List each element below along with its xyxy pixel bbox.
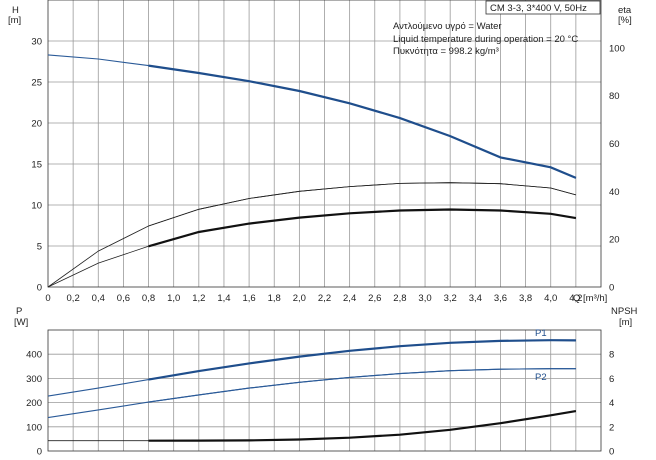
top-x-tick-labels: 0 0,2 0,4 0,6 0,8 1,0 1,2 1,4 1,6 1,8 2,0 2,2 2,4 2,6… <box>45 293 582 304</box>
top-right-tick-label: 100 <box>609 43 625 54</box>
bottom-left-tick-label: 200 <box>26 398 42 409</box>
bottom-left-axis-title-line2: [W] <box>14 317 28 328</box>
top-series-2-operating <box>148 208 577 248</box>
bottom-right-tick-label: 2 <box>609 422 614 433</box>
bottom-right-tick-label: 6 <box>609 374 614 385</box>
top-right-tick-label: 0 <box>609 283 614 294</box>
x-tick-label: 2,8 <box>393 293 406 304</box>
x-tick-label: 1,0 <box>167 293 180 304</box>
top-series-1-line <box>47 182 577 288</box>
bottom-plot-frame <box>47 329 602 452</box>
bottom-right-tick-label: 4 <box>609 398 614 409</box>
top-left-tick-label: 15 <box>31 160 42 171</box>
top-series-2-line <box>47 209 576 288</box>
x-tick-label: 1,6 <box>242 293 255 304</box>
bottom-right-tick-labels: 0 2 4 6 8 <box>609 350 614 458</box>
bottom-right-axis-title-line2: [m] <box>619 317 632 328</box>
top-series-0-operating <box>148 64 577 179</box>
bottom-plot-grid <box>48 330 601 451</box>
x-tick-label: 3,4 <box>469 293 482 304</box>
top-left-tick-label: 10 <box>31 201 42 212</box>
top-plot-frame <box>47 0 602 288</box>
x-axis-label: Q [m³/h] <box>573 293 607 304</box>
x-tick-label: 1,2 <box>192 293 205 304</box>
top-right-tick-label: 40 <box>609 187 620 198</box>
x-tick-label: 0,6 <box>117 293 130 304</box>
bottom-right-tick-label: 8 <box>609 350 614 361</box>
x-tick-label: 2,0 <box>293 293 306 304</box>
top-right-tick-label: 60 <box>609 139 620 150</box>
note-fluid: Αντλούμενο υγρό = Water <box>393 21 502 32</box>
x-tick-label: 4,0 <box>544 293 557 304</box>
top-plot-series <box>47 54 577 288</box>
bottom-left-tick-label: 100 <box>26 422 42 433</box>
x-tick-label: 1,8 <box>268 293 281 304</box>
note-density: Πυκνότητα = 998.2 kg/m³ <box>393 46 499 57</box>
x-tick-label: 3,0 <box>418 293 431 304</box>
top-right-tick-label: 80 <box>609 91 620 102</box>
x-tick-label: 4,2 <box>569 293 582 304</box>
x-tick-label: 3,8 <box>519 293 532 304</box>
top-left-tick-label: 25 <box>31 78 42 89</box>
x-tick-label: 2,6 <box>368 293 381 304</box>
bottom-series-1-operating <box>148 368 576 403</box>
bottom-series-0-operating <box>148 339 576 381</box>
x-tick-label: 3,6 <box>494 293 507 304</box>
series-label-p1: P1 <box>535 328 547 339</box>
top-left-axis-title-line2: [m] <box>8 15 21 26</box>
bottom-series-0-line <box>47 339 576 397</box>
x-tick-label: 0,4 <box>92 293 105 304</box>
top-left-tick-labels: 0 5 10 15 20 25 30 <box>31 37 42 294</box>
top-left-tick-label: 0 <box>37 283 42 294</box>
bottom-series-2-operating <box>148 410 577 442</box>
top-plot-grid <box>48 0 601 287</box>
bottom-plot-series <box>47 339 577 442</box>
top-left-tick-label: 30 <box>31 37 42 48</box>
top-right-tick-labels: 0 20 40 60 80 100 <box>609 43 625 293</box>
bottom-left-tick-label: 300 <box>26 374 42 385</box>
x-tick-label: 0 <box>45 293 50 304</box>
bottom-left-tick-label: 0 <box>37 447 42 458</box>
x-tick-label: 0,2 <box>67 293 80 304</box>
bottom-series-2-line <box>48 410 576 442</box>
top-left-tick-label: 5 <box>37 242 42 253</box>
top-right-axis-title-line2: [%] <box>618 15 632 26</box>
bottom-right-axis-title-line1: NPSH <box>611 306 638 317</box>
x-tick-label: 2,4 <box>343 293 356 304</box>
bottom-left-tick-label: 400 <box>26 350 42 361</box>
top-right-axis-title-line1: eta <box>618 5 632 16</box>
top-series-0-line <box>47 54 577 179</box>
top-series-1-operating <box>148 182 577 227</box>
top-right-tick-label: 20 <box>609 235 620 246</box>
bottom-series-1-line <box>47 368 576 419</box>
top-left-tick-label: 20 <box>31 119 42 130</box>
bottom-right-tick-label: 0 <box>609 447 614 458</box>
x-tick-label: 0,8 <box>142 293 155 304</box>
title-box <box>485 0 601 15</box>
x-tick-label: 2,2 <box>318 293 331 304</box>
note-temperature: Liquid temperature during operation = 20… <box>393 34 578 45</box>
bottom-left-tick-labels: 0 100 200 300 400 <box>26 350 42 458</box>
chart-title: CM 3-3, 3*400 V, 50Hz <box>490 3 587 14</box>
x-tick-label: 1,4 <box>217 293 230 304</box>
top-left-axis-title-line1: H <box>12 5 19 16</box>
x-tick-label: 3,2 <box>444 293 457 304</box>
bottom-left-axis-title-line1: P <box>16 306 22 317</box>
series-label-p2: P2 <box>535 372 547 383</box>
